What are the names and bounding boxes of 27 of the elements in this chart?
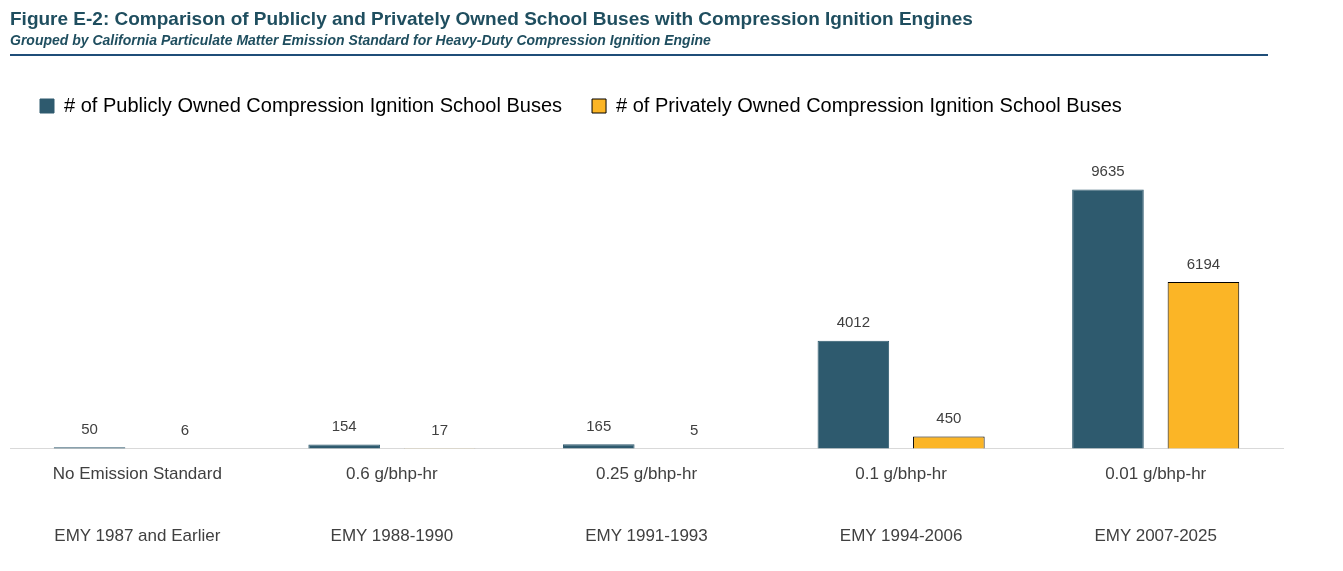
chart-subtitle: Grouped by California Particulate Matter Emission Standard for Heavy-Duty Compression Ignition Engine	[10, 32, 712, 48]
text: EMY 2007-2025	[1094, 525, 1217, 545]
data-label: 17	[431, 420, 448, 438]
data-label: 9635	[1091, 162, 1125, 180]
data-label: 154	[331, 417, 357, 435]
x-tick-label: 0.01 g/bhp-hr	[1105, 464, 1207, 484]
x-tick-label: No Emission Standard	[52, 464, 222, 484]
data-label: 6	[180, 421, 190, 439]
x-tick-label: 0.6 g/bhp-hr	[346, 464, 439, 484]
text: EMY 1994-2006	[839, 525, 963, 545]
legend-label: # of Privately Owned Compression Ignition School Buses	[616, 93, 1122, 116]
bar	[817, 340, 890, 449]
data-label: 5	[690, 421, 699, 439]
data-label: 50	[81, 419, 98, 437]
data-label: 165	[586, 416, 612, 434]
bar	[308, 444, 380, 449]
legend-label: # of Publicly Owned Compression Ignition School Buses	[64, 93, 563, 116]
text: EMY 1991-1993	[585, 525, 708, 545]
chart-title: Figure E-2: Comparison of Publicly and Privately Owned School Buses with Compression Ignition Engines	[10, 8, 974, 30]
text: EMY 1988-1990	[330, 525, 454, 545]
x-tick-label: 0.1 g/bhp-hr	[855, 464, 948, 484]
data-label: 450	[936, 409, 962, 427]
text: EMY 1987 and Earlier	[54, 525, 221, 545]
data-label: 6194	[1186, 254, 1221, 272]
bar	[1072, 189, 1144, 449]
x-tick-label: 0.25 g/bhp-hr	[595, 464, 698, 484]
data-label: 4012	[836, 313, 871, 331]
